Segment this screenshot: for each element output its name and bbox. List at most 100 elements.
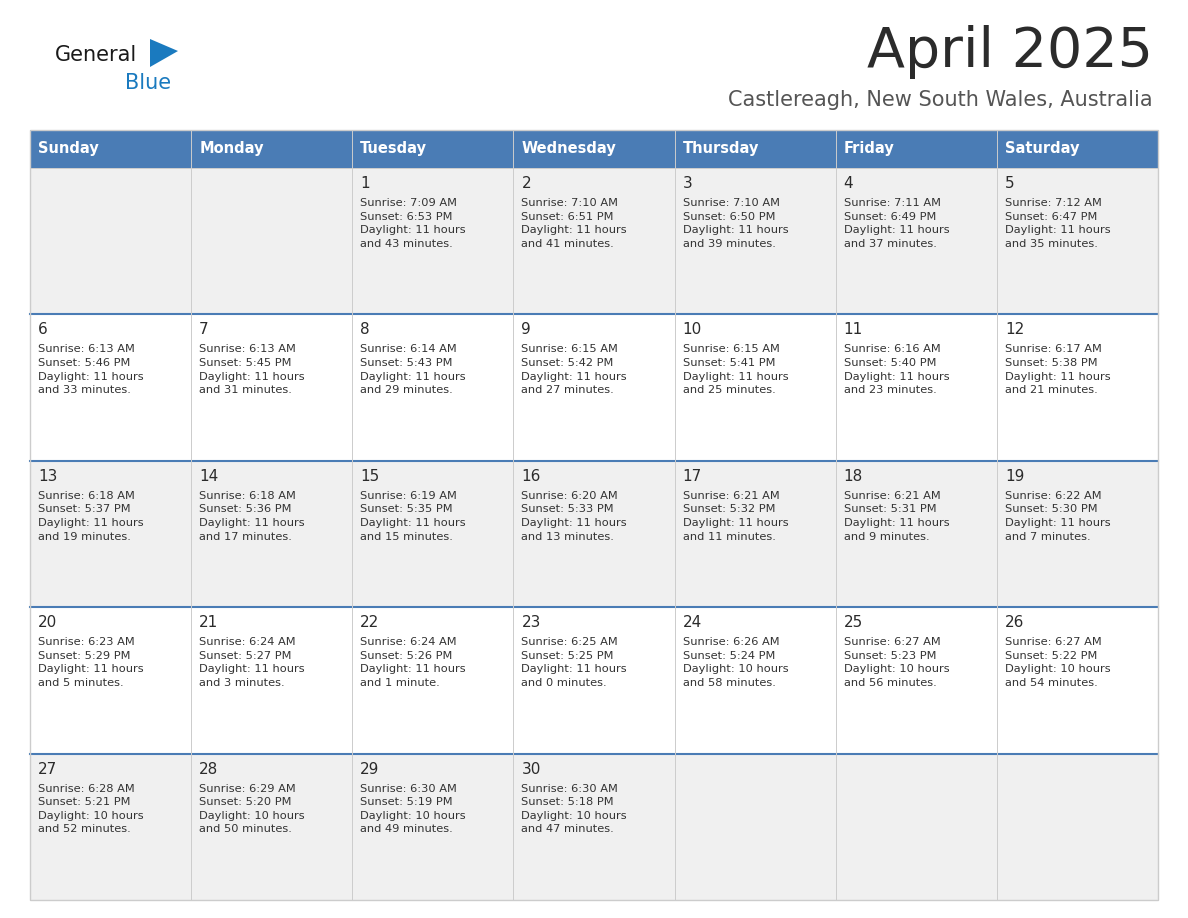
Text: 1: 1 [360,176,369,191]
Text: Sunrise: 6:27 AM
Sunset: 5:23 PM
Daylight: 10 hours
and 56 minutes.: Sunrise: 6:27 AM Sunset: 5:23 PM Dayligh… [843,637,949,688]
Text: Saturday: Saturday [1005,141,1080,156]
Bar [997,461,1158,607]
Text: Sunrise: 6:29 AM
Sunset: 5:20 PM
Daylight: 10 hours
and 50 minutes.: Sunrise: 6:29 AM Sunset: 5:20 PM Dayligh… [200,784,305,834]
Text: Sunrise: 6:18 AM
Sunset: 5:37 PM
Daylight: 11 hours
and 19 minutes.: Sunrise: 6:18 AM Sunset: 5:37 PM Dayligh… [38,491,144,542]
Text: 16: 16 [522,469,541,484]
Bar [30,607,191,754]
Text: Sunday: Sunday [38,141,99,156]
Text: 2: 2 [522,176,531,191]
Text: 10: 10 [683,322,702,338]
Text: 30: 30 [522,762,541,777]
Text: Sunrise: 6:16 AM
Sunset: 5:40 PM
Daylight: 11 hours
and 23 minutes.: Sunrise: 6:16 AM Sunset: 5:40 PM Dayligh… [843,344,949,396]
Text: Friday: Friday [843,141,895,156]
Text: April 2025: April 2025 [867,25,1154,79]
Text: Sunrise: 7:10 AM
Sunset: 6:50 PM
Daylight: 11 hours
and 39 minutes.: Sunrise: 7:10 AM Sunset: 6:50 PM Dayligh… [683,198,788,249]
Text: 13: 13 [38,469,57,484]
Bar [191,130,353,168]
Bar [835,130,997,168]
Text: Sunrise: 6:28 AM
Sunset: 5:21 PM
Daylight: 10 hours
and 52 minutes.: Sunrise: 6:28 AM Sunset: 5:21 PM Dayligh… [38,784,144,834]
Text: Thursday: Thursday [683,141,759,156]
Bar [997,754,1158,900]
Bar [513,130,675,168]
Bar [835,314,997,461]
Text: Sunrise: 6:23 AM
Sunset: 5:29 PM
Daylight: 11 hours
and 5 minutes.: Sunrise: 6:23 AM Sunset: 5:29 PM Dayligh… [38,637,144,688]
Text: Sunrise: 6:13 AM
Sunset: 5:46 PM
Daylight: 11 hours
and 33 minutes.: Sunrise: 6:13 AM Sunset: 5:46 PM Dayligh… [38,344,144,396]
Bar [353,461,513,607]
Text: Sunrise: 6:17 AM
Sunset: 5:38 PM
Daylight: 11 hours
and 21 minutes.: Sunrise: 6:17 AM Sunset: 5:38 PM Dayligh… [1005,344,1111,396]
Bar [675,607,835,754]
Text: 4: 4 [843,176,853,191]
Text: Sunrise: 6:18 AM
Sunset: 5:36 PM
Daylight: 11 hours
and 17 minutes.: Sunrise: 6:18 AM Sunset: 5:36 PM Dayligh… [200,491,305,542]
Bar [675,168,835,314]
Bar [353,754,513,900]
Text: 22: 22 [360,615,379,630]
Text: Sunrise: 6:19 AM
Sunset: 5:35 PM
Daylight: 11 hours
and 15 minutes.: Sunrise: 6:19 AM Sunset: 5:35 PM Dayligh… [360,491,466,542]
Text: Monday: Monday [200,141,264,156]
Text: 14: 14 [200,469,219,484]
Bar [191,754,353,900]
Bar [513,314,675,461]
Bar [191,607,353,754]
Text: 9: 9 [522,322,531,338]
Bar [353,314,513,461]
Text: Sunrise: 6:24 AM
Sunset: 5:26 PM
Daylight: 11 hours
and 1 minute.: Sunrise: 6:24 AM Sunset: 5:26 PM Dayligh… [360,637,466,688]
Bar [191,461,353,607]
Text: General: General [55,45,138,65]
Bar [30,461,191,607]
Text: Sunrise: 6:15 AM
Sunset: 5:41 PM
Daylight: 11 hours
and 25 minutes.: Sunrise: 6:15 AM Sunset: 5:41 PM Dayligh… [683,344,788,396]
Bar [675,130,835,168]
Text: 24: 24 [683,615,702,630]
Text: Sunrise: 6:25 AM
Sunset: 5:25 PM
Daylight: 11 hours
and 0 minutes.: Sunrise: 6:25 AM Sunset: 5:25 PM Dayligh… [522,637,627,688]
Text: 21: 21 [200,615,219,630]
Bar [353,607,513,754]
Bar [513,607,675,754]
Text: 26: 26 [1005,615,1024,630]
Text: 11: 11 [843,322,862,338]
Text: Sunrise: 6:27 AM
Sunset: 5:22 PM
Daylight: 10 hours
and 54 minutes.: Sunrise: 6:27 AM Sunset: 5:22 PM Dayligh… [1005,637,1111,688]
Text: Tuesday: Tuesday [360,141,428,156]
Text: Sunrise: 6:24 AM
Sunset: 5:27 PM
Daylight: 11 hours
and 3 minutes.: Sunrise: 6:24 AM Sunset: 5:27 PM Dayligh… [200,637,305,688]
Bar [30,754,191,900]
Bar [30,130,191,168]
Text: 3: 3 [683,176,693,191]
Text: Sunrise: 6:13 AM
Sunset: 5:45 PM
Daylight: 11 hours
and 31 minutes.: Sunrise: 6:13 AM Sunset: 5:45 PM Dayligh… [200,344,305,396]
Bar [675,314,835,461]
Text: 8: 8 [360,322,369,338]
Bar [835,607,997,754]
Text: Sunrise: 6:26 AM
Sunset: 5:24 PM
Daylight: 10 hours
and 58 minutes.: Sunrise: 6:26 AM Sunset: 5:24 PM Dayligh… [683,637,788,688]
Bar [997,607,1158,754]
Bar [835,461,997,607]
Text: Sunrise: 6:30 AM
Sunset: 5:19 PM
Daylight: 10 hours
and 49 minutes.: Sunrise: 6:30 AM Sunset: 5:19 PM Dayligh… [360,784,466,834]
Text: Sunrise: 6:21 AM
Sunset: 5:32 PM
Daylight: 11 hours
and 11 minutes.: Sunrise: 6:21 AM Sunset: 5:32 PM Dayligh… [683,491,788,542]
Text: 18: 18 [843,469,862,484]
Bar [997,314,1158,461]
Text: 20: 20 [38,615,57,630]
Bar [191,314,353,461]
Text: Sunrise: 7:11 AM
Sunset: 6:49 PM
Daylight: 11 hours
and 37 minutes.: Sunrise: 7:11 AM Sunset: 6:49 PM Dayligh… [843,198,949,249]
Text: 6: 6 [38,322,48,338]
Text: Sunrise: 7:12 AM
Sunset: 6:47 PM
Daylight: 11 hours
and 35 minutes.: Sunrise: 7:12 AM Sunset: 6:47 PM Dayligh… [1005,198,1111,249]
Bar [30,130,1158,900]
Text: 5: 5 [1005,176,1015,191]
Bar [353,130,513,168]
Text: 27: 27 [38,762,57,777]
Text: 19: 19 [1005,469,1024,484]
Text: Wednesday: Wednesday [522,141,617,156]
Bar [835,754,997,900]
Text: Castlereagh, New South Wales, Australia: Castlereagh, New South Wales, Australia [728,90,1154,110]
Text: 17: 17 [683,469,702,484]
Bar [191,168,353,314]
Bar [835,168,997,314]
Text: 15: 15 [360,469,379,484]
Bar [997,130,1158,168]
Text: Sunrise: 6:30 AM
Sunset: 5:18 PM
Daylight: 10 hours
and 47 minutes.: Sunrise: 6:30 AM Sunset: 5:18 PM Dayligh… [522,784,627,834]
Bar [997,168,1158,314]
Text: 7: 7 [200,322,209,338]
Text: Sunrise: 6:14 AM
Sunset: 5:43 PM
Daylight: 11 hours
and 29 minutes.: Sunrise: 6:14 AM Sunset: 5:43 PM Dayligh… [360,344,466,396]
Text: Sunrise: 6:21 AM
Sunset: 5:31 PM
Daylight: 11 hours
and 9 minutes.: Sunrise: 6:21 AM Sunset: 5:31 PM Dayligh… [843,491,949,542]
Bar [513,461,675,607]
Text: 28: 28 [200,762,219,777]
Bar [513,168,675,314]
Text: Sunrise: 7:09 AM
Sunset: 6:53 PM
Daylight: 11 hours
and 43 minutes.: Sunrise: 7:09 AM Sunset: 6:53 PM Dayligh… [360,198,466,249]
Bar [513,754,675,900]
